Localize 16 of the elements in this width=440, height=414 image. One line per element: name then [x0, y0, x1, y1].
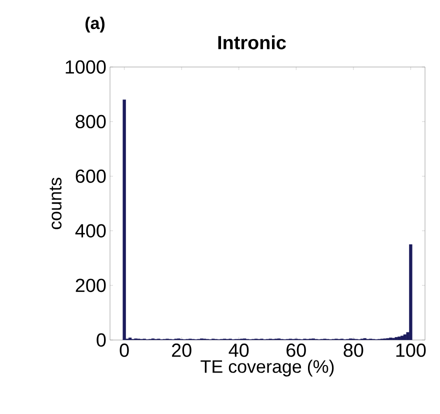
x-tick-label: 20 [172, 344, 192, 357]
x-tick-label: 60 [286, 344, 306, 357]
y-tick-label: 1000 [66, 60, 106, 74]
x-axis-title: TE coverage (%) [200, 360, 334, 376]
y-tick-label: 800 [76, 114, 106, 128]
y-tick-label: 400 [75, 224, 106, 238]
y-axis-title: counts [50, 178, 62, 230]
y-tick-label: 200 [76, 278, 106, 292]
x-tick-label: 40 [228, 344, 249, 357]
x-tick-label: 0 [120, 344, 129, 357]
y-tick-label: 0 [96, 333, 106, 347]
y-tick-label: 600 [76, 169, 106, 183]
text: (a) [85, 16, 105, 33]
chart-title: Intronic [218, 35, 286, 50]
x-tick-label: 80 [344, 344, 364, 357]
x-tick-label: 100 [396, 344, 426, 357]
